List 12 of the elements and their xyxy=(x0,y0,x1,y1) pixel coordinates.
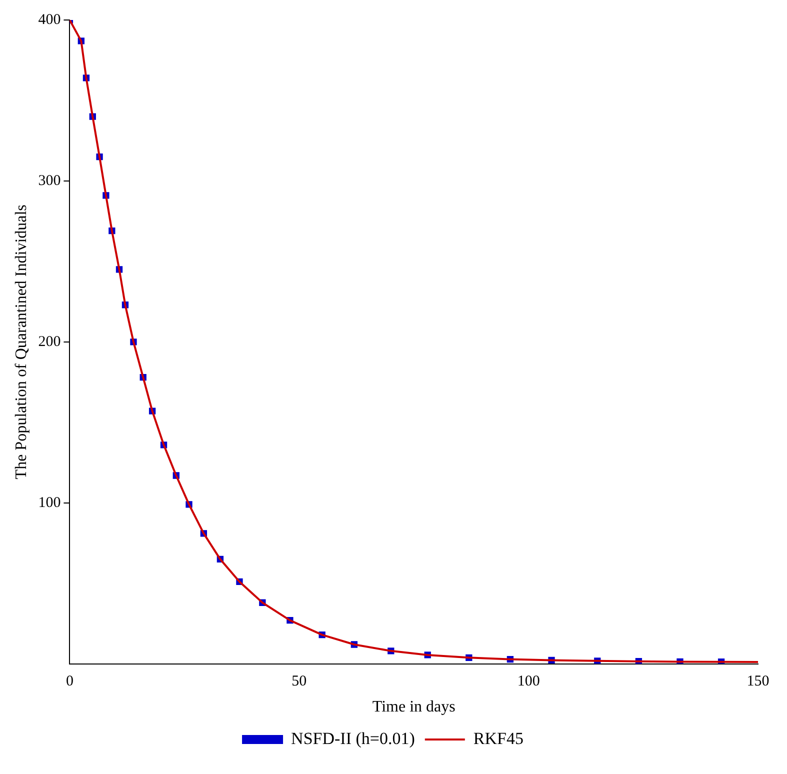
x-axis-title: Time in days xyxy=(372,698,456,716)
x-tick-label: 0 xyxy=(66,674,74,690)
y-tick-label: 300 xyxy=(38,172,61,189)
y-tick-label: 100 xyxy=(38,494,61,511)
x-tick-label: 50 xyxy=(292,674,307,690)
legend-label: NSFD-II (h=0.01) xyxy=(291,728,415,748)
y-tick-label: 400 xyxy=(38,12,61,28)
y-axis-title: The Population of Quarantined Individuals xyxy=(12,204,30,480)
x-tick-label: 100 xyxy=(517,674,540,690)
x-tick-label: 150 xyxy=(746,674,770,690)
legend-label: RKF45 xyxy=(473,728,524,748)
y-tick-label: 200 xyxy=(38,334,61,350)
